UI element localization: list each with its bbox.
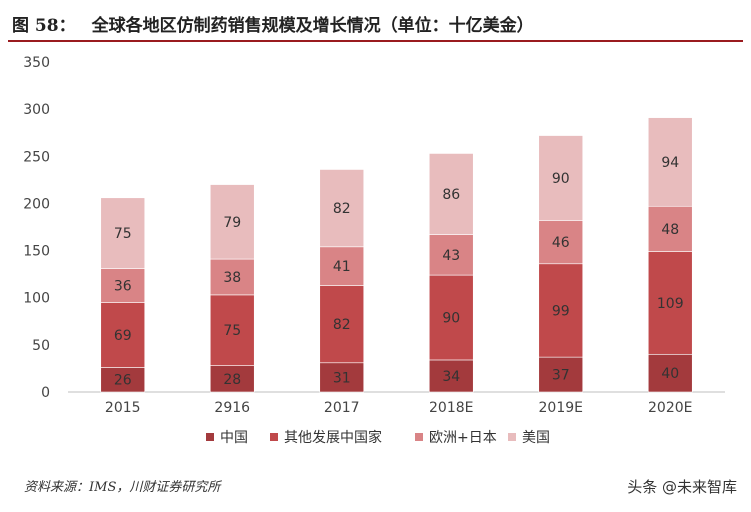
data-label: 38 [223, 270, 241, 286]
bar-segment [319, 169, 365, 248]
bar-segment [538, 135, 584, 221]
bar-segment [209, 184, 255, 260]
bar-segment [428, 359, 474, 393]
legend-label: 中国 [220, 430, 248, 446]
bar-segment [100, 302, 146, 368]
data-label: 40 [661, 366, 679, 382]
y-tick-label: 150 [23, 244, 50, 260]
data-label: 36 [114, 278, 132, 294]
bar-segment [428, 274, 474, 361]
bar-segment [428, 234, 474, 276]
data-label: 79 [223, 215, 241, 231]
data-label: 31 [333, 370, 351, 386]
data-label: 82 [333, 317, 351, 333]
bar-segment [428, 153, 474, 235]
bar-segment [319, 285, 365, 364]
bar-segment [100, 197, 146, 269]
y-tick-label: 0 [41, 385, 50, 401]
x-tick-label: 2018E [429, 400, 473, 416]
figure-title-bar: 图 58： 全球各地区仿制药销售规模及增长情况（单位：十亿美金） [8, 6, 743, 42]
bar-segment [647, 205, 693, 252]
x-tick-label: 2916 [214, 400, 250, 416]
data-label: 90 [442, 311, 460, 327]
legend-label: 其他发展中国家 [284, 429, 382, 446]
legend-swatch [415, 433, 423, 441]
data-label: 109 [657, 296, 684, 312]
data-label: 34 [442, 369, 460, 385]
bar-segment [538, 356, 584, 393]
legend-label: 美国 [522, 430, 550, 446]
y-tick-label: 250 [23, 149, 50, 165]
legend-swatch [270, 433, 278, 441]
y-tick-label: 100 [23, 291, 50, 307]
data-label: 43 [442, 248, 460, 264]
data-label: 48 [661, 222, 679, 238]
bar-segment [647, 251, 693, 355]
data-label: 37 [552, 368, 570, 384]
data-label: 69 [114, 328, 132, 344]
y-tick-label: 300 [23, 102, 50, 118]
data-label: 75 [223, 323, 241, 339]
x-tick-label: 2017 [324, 400, 360, 416]
bar-segment [538, 263, 584, 358]
data-label: 28 [223, 372, 241, 388]
y-tick-label: 350 [23, 55, 50, 71]
bar-segment [100, 367, 146, 393]
bar-segment [538, 220, 584, 265]
x-tick-label: 2019E [539, 400, 583, 416]
data-label: 41 [333, 259, 351, 275]
y-tick-label: 200 [23, 196, 50, 212]
stacked-bar-chart: 0 50 100 150 200 250 300 350 26 69 36 75 2015 28 75 38 7… [23, 55, 725, 446]
data-label: 82 [333, 201, 351, 217]
watermark: 头条 @未来智库 [627, 478, 737, 496]
bar-segment [319, 362, 365, 393]
data-label: 75 [114, 226, 132, 242]
bar-segment [319, 246, 365, 286]
legend-label: 欧洲+日本 [429, 430, 497, 446]
data-label: 26 [114, 373, 132, 389]
data-label: 46 [552, 235, 570, 251]
y-tick-label: 50 [32, 338, 50, 354]
source-note: 资料来源：IMS，川财证券研究所 [24, 480, 221, 495]
legend-swatch [508, 433, 516, 441]
bar-segment [209, 258, 255, 296]
data-label: 90 [552, 171, 570, 187]
x-tick-label: 2020E [648, 400, 692, 416]
data-label: 99 [552, 303, 570, 319]
figure-label: 图 58： [12, 15, 76, 36]
bar-segment [209, 294, 255, 366]
figure-title: 全球各地区仿制药销售规模及增长情况（单位：十亿美金） [91, 15, 534, 36]
bar-segment [647, 117, 693, 207]
x-tick-label: 2015 [105, 400, 141, 416]
bar-segment [647, 353, 693, 393]
data-label: 86 [442, 187, 460, 203]
data-label: 94 [661, 155, 679, 171]
legend-swatch [206, 433, 214, 441]
bar-segment [209, 365, 255, 393]
